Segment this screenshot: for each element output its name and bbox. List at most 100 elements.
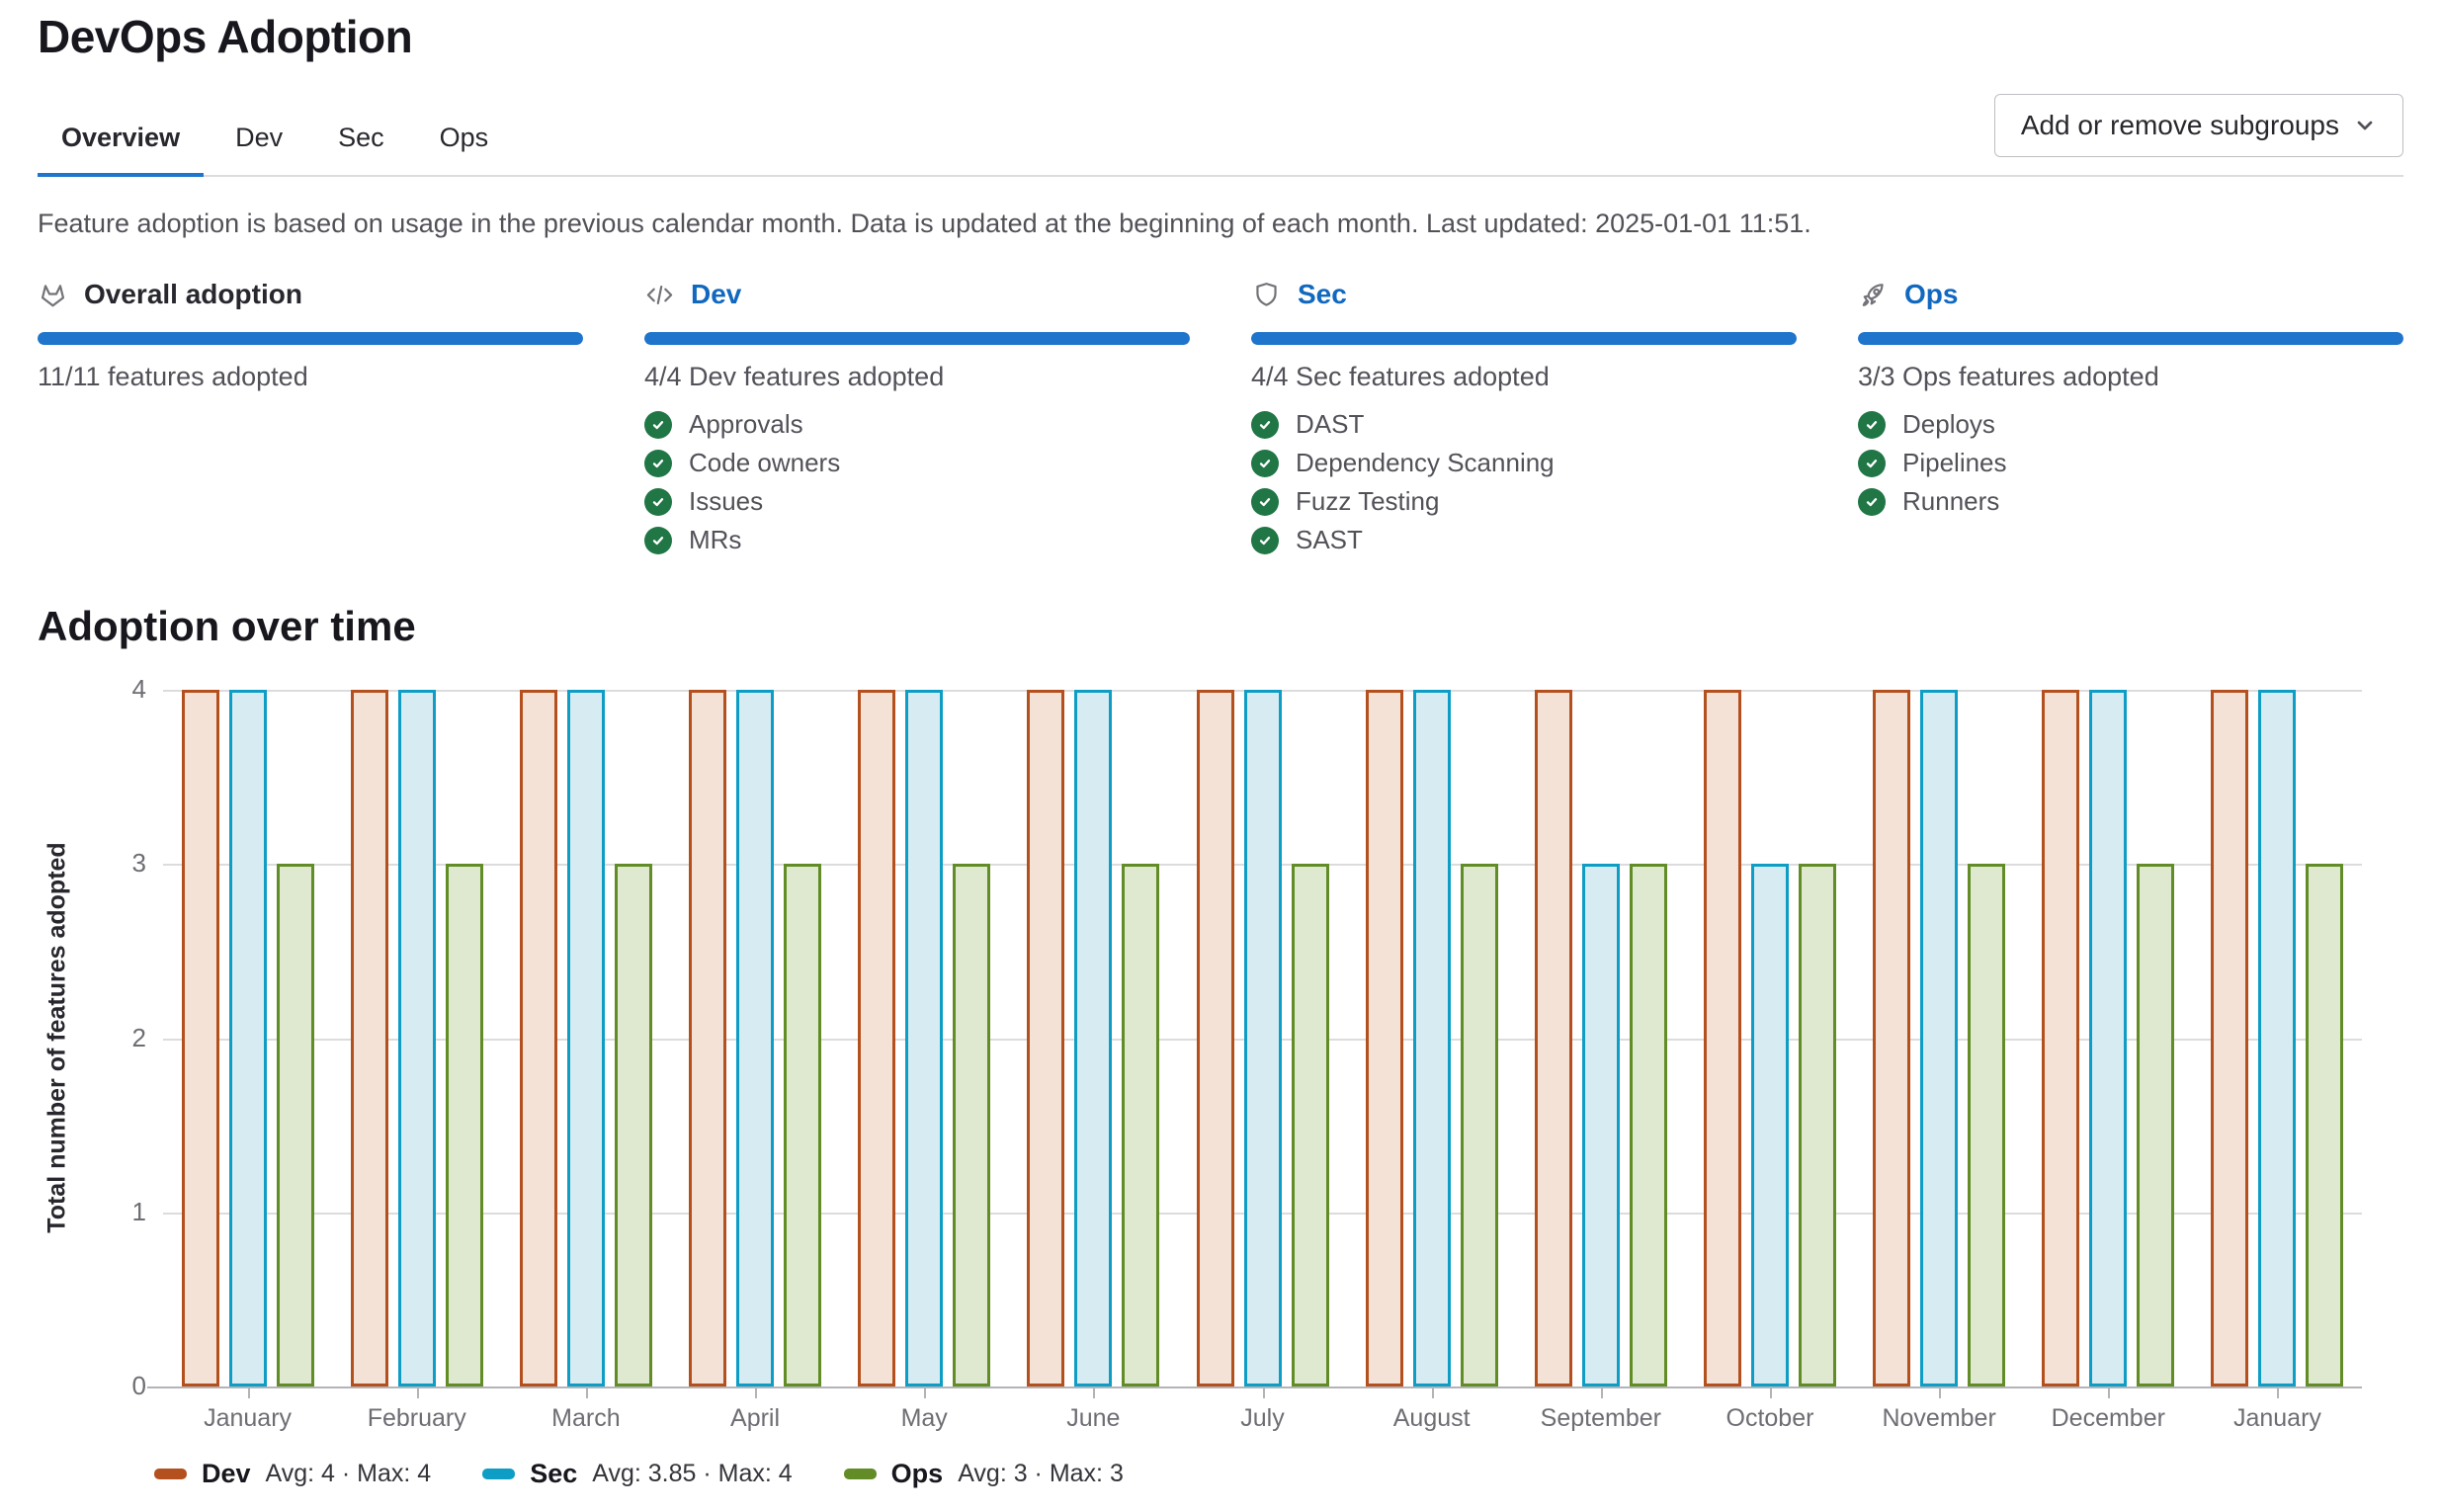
feature-label: Code owners [689,448,841,477]
card-sec: Sec 4/4 Sec features adopted DAST Dependenc… [1251,279,1797,559]
feature-label: SAST [1296,525,1363,554]
x-label-february-1: February [367,1404,466,1432]
legend-swatch-dev [154,1469,187,1479]
feature-item: Pipelines [1858,444,2403,482]
bar-dev-september [1534,690,1572,1386]
bar-ops-july [1291,864,1329,1386]
legend-name-dev: Dev [202,1459,251,1488]
bar-group-october-9 [1685,690,1854,1398]
bar-dev-november [1873,690,1911,1386]
bar-sec-january [2258,690,2297,1386]
legend-stats-ops: Avg: 3 · Max: 3 [958,1460,1124,1487]
bar-sec-august [1412,690,1451,1386]
card-title-ops[interactable]: Ops [1904,279,1959,309]
check-circle-icon [1858,410,1886,439]
legend-name-ops: Ops [890,1459,944,1488]
x-label-june-5: June [1066,1404,1121,1432]
bar-sec-may [905,690,944,1386]
tab-ops[interactable]: Ops [439,123,489,152]
card-title-dev[interactable]: Dev [691,279,742,309]
progress-bar-overall [38,332,583,345]
feature-label: Fuzz Testing [1296,486,1440,516]
x-label-january-12: January [2232,1404,2321,1432]
add-or-remove-subgroups-label: Add or remove subgroups [2020,110,2339,140]
feature-label: MRs [689,525,742,554]
rocket-icon [1858,280,1889,310]
x-axis-line [147,1386,2362,1388]
bar-ops-april [784,864,822,1386]
card-title-sec[interactable]: Sec [1298,279,1347,309]
feature-label: Runners [1902,486,2000,516]
legend-item-ops[interactable]: Ops Avg: 3 · Max: 3 [843,1459,1124,1489]
feature-item: Runners [1858,482,2403,521]
x-label-january-0: January [204,1404,293,1432]
bar-group-february-1 [332,690,501,1398]
feature-item: MRs [644,521,1190,559]
bar-dev-january [2211,690,2249,1386]
x-label-march-2: March [551,1404,621,1432]
bar-ops-january [2306,864,2344,1386]
feature-list-sec: DAST Dependency Scanning Fuzz Testing SAST [1251,405,1797,559]
x-tick [755,1388,758,1398]
y-tick-0: 0 [131,1371,146,1400]
page-title: DevOps Adoption [38,11,413,62]
card-header-sec: Sec [1251,279,1797,310]
card-header-dev: Dev [644,279,1190,310]
legend-item-dev[interactable]: Dev Avg: 4 · Max: 4 [154,1459,431,1489]
legend-stats-dev: Avg: 4 · Max: 4 [265,1460,432,1487]
check-circle-icon [644,487,672,516]
feature-label: Dependency Scanning [1296,448,1555,477]
check-circle-icon [1858,487,1886,516]
tabs-bar: Overview Dev Sec Ops Add or remove subgroup… [38,94,2403,177]
feature-item: DAST [1251,405,1797,444]
bar-dev-october [1703,690,1741,1386]
feature-item: Fuzz Testing [1251,482,1797,521]
x-tick [1262,1388,1265,1398]
card-header-ops: Ops [1858,279,2403,310]
bar-ops-august [1460,864,1498,1386]
bar-dev-june [1027,690,1065,1386]
chart-title: Adoption over time [38,603,416,649]
bar-dev-january [181,690,219,1386]
bar-group-june-5 [1009,690,1178,1398]
add-or-remove-subgroups-button[interactable]: Add or remove subgroups [1993,94,2403,157]
progress-fill-overall [38,332,583,345]
bar-sec-july [1243,690,1282,1386]
bar-dev-may [858,690,896,1386]
legend-swatch-sec [482,1469,516,1479]
bar-ops-october [1798,864,1836,1386]
bar-sec-june [1074,690,1113,1386]
x-tick [1093,1388,1096,1398]
bar-ops-june [1122,864,1160,1386]
x-tick [1431,1388,1434,1398]
bar-dev-february [350,690,388,1386]
chart-legend: Dev Avg: 4 · Max: 4 Sec Avg: 3.85 · Max: 4 O… [154,1459,1124,1489]
tab-sec[interactable]: Sec [338,123,384,152]
x-tick [585,1388,588,1398]
bar-group-august-7 [1347,690,1516,1398]
tab-overview[interactable]: Overview [38,105,205,177]
check-circle-icon [1251,449,1279,477]
y-tick-2: 2 [131,1022,146,1052]
bar-ops-september [1629,864,1667,1386]
x-label-december-11: December [2051,1404,2165,1432]
bar-group-january-12 [2193,690,2362,1398]
bar-ops-january [276,864,314,1386]
bar-sec-february [397,690,436,1386]
bar-sec-november [1920,690,1959,1386]
x-tick [1769,1388,1772,1398]
page-description: Feature adoption is based on usage in th… [38,209,1811,238]
tab-dev[interactable]: Dev [235,123,284,152]
feature-item: Approvals [644,405,1190,444]
x-tick [1939,1388,1942,1398]
code-icon [644,280,675,310]
card-header-overall: Overall adoption [38,279,583,310]
legend-item-sec[interactable]: Sec Avg: 3.85 · Max: 4 [482,1459,793,1489]
bar-ops-november [1968,864,2006,1386]
feature-list-dev: Approvals Code owners Issues MRs [644,405,1190,559]
bar-sec-december [2089,690,2128,1386]
feature-item: Issues [644,482,1190,521]
bar-sec-september [1581,864,1620,1386]
check-circle-icon [644,449,672,477]
